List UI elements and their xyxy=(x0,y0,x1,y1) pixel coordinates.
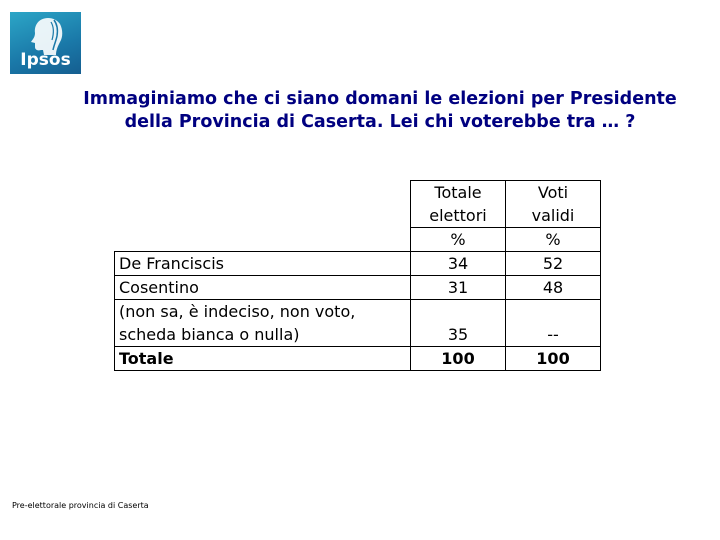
row-totale: 35 xyxy=(410,323,506,347)
header-validi-line2: validi xyxy=(505,204,601,228)
header-empty-cell xyxy=(115,204,411,228)
row-validi-spacer xyxy=(505,299,601,323)
header-empty-cell xyxy=(115,181,411,205)
logo-text: Ipsos xyxy=(20,50,71,70)
header-empty-cell xyxy=(114,227,411,252)
total-totale: 100 xyxy=(410,346,506,371)
header-totale-line2: elettori xyxy=(410,204,506,228)
header-row-units: % % xyxy=(114,227,601,252)
header-row-1: Totale Voti xyxy=(115,180,601,205)
ipsos-logo: Ipsos xyxy=(10,12,81,74)
row-label: De Franciscis xyxy=(114,251,411,276)
row-label-continued: scheda bianca o nulla) xyxy=(114,323,411,347)
profile-head-icon xyxy=(31,18,63,55)
title-line-2: della Provincia di Caserta. Lei chi vote… xyxy=(124,112,636,132)
footer-note: Pre-elettorale provincia di Caserta xyxy=(12,501,149,510)
row-totale: 31 xyxy=(410,275,506,300)
row-label: Cosentino xyxy=(114,275,411,300)
header-totale-unit: % xyxy=(410,227,506,252)
row-validi: 48 xyxy=(505,275,601,300)
table-row: De Franciscis 34 52 xyxy=(114,251,601,276)
header-totale-line1: Totale xyxy=(410,180,506,204)
header-validi-line1: Voti xyxy=(505,180,601,204)
table-row: (non sa, è indeciso, non voto, xyxy=(114,299,601,323)
row-validi: 52 xyxy=(505,251,601,276)
total-label: Totale xyxy=(114,346,411,371)
total-validi: 100 xyxy=(505,346,601,371)
row-label: (non sa, è indeciso, non voto, xyxy=(114,299,411,323)
results-table: Totale Voti elettori validi % % De Franc… xyxy=(114,180,601,371)
page-title: Immaginiamo che ci siano domani le elezi… xyxy=(60,88,700,134)
row-validi: -- xyxy=(505,323,601,347)
row-totale: 34 xyxy=(410,251,506,276)
header-row-2: elettori validi xyxy=(115,204,601,228)
table-row: scheda bianca o nulla) 35 -- xyxy=(114,323,601,347)
total-row: Totale 100 100 xyxy=(114,346,601,371)
row-totale-spacer xyxy=(410,299,506,323)
title-line-1: Immaginiamo che ci siano domani le elezi… xyxy=(83,89,677,109)
table-row: Cosentino 31 48 xyxy=(114,275,601,300)
header-validi-unit: % xyxy=(505,227,601,252)
